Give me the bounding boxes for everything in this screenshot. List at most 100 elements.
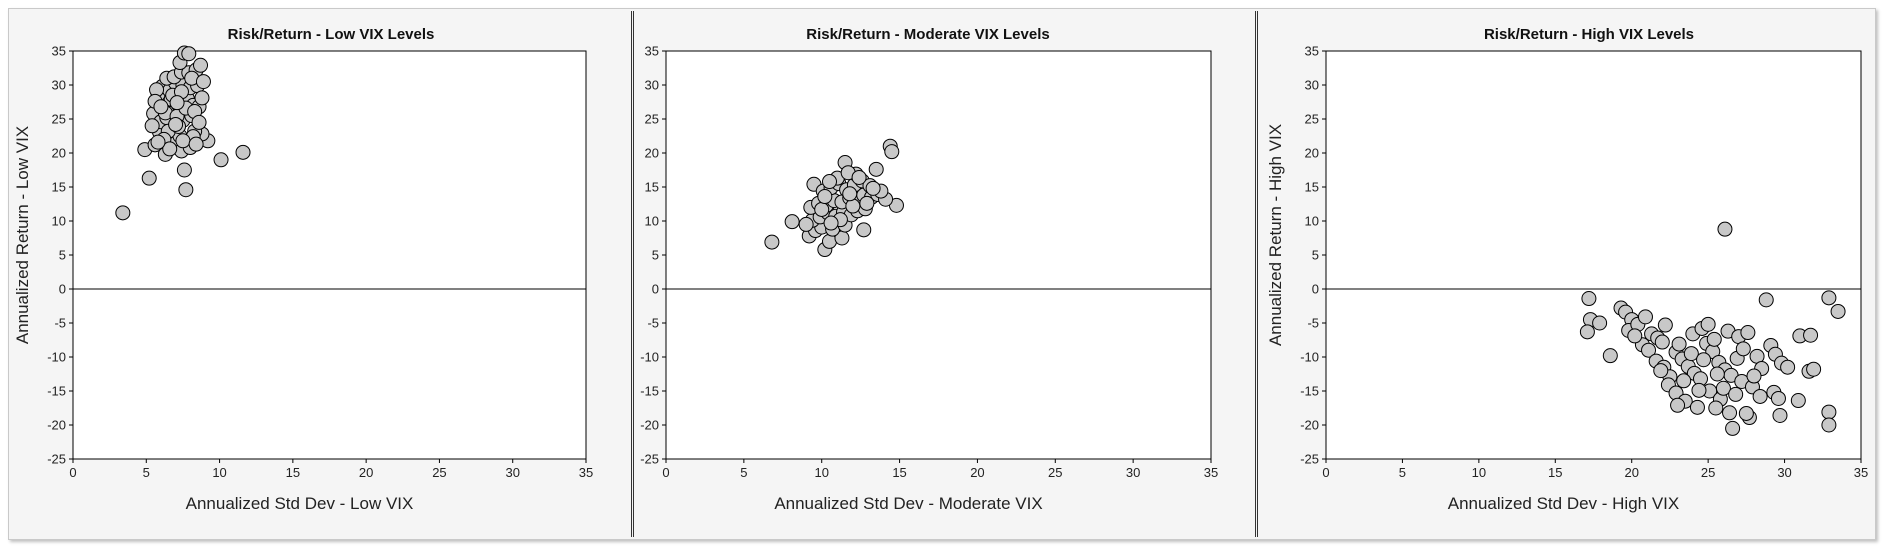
data-point	[822, 233, 837, 249]
chart-1-x-tick-label: 5	[740, 465, 747, 480]
chart-0-x-tick-label: 20	[359, 465, 373, 480]
chart-0-title: Risk/Return - Low VIX Levels	[228, 26, 435, 43]
chart-2-y-tick-label: 20	[1305, 146, 1319, 161]
data-point	[1706, 331, 1722, 347]
chart-1-y-tick-label: 35	[645, 44, 659, 59]
data-point	[1821, 404, 1837, 420]
chart-1-x-tick-label: 35	[1204, 465, 1218, 480]
chart-0-y-tick-label: -5	[54, 316, 66, 331]
chart-panel-low-vix: Risk/Return - Low VIX Levels -25 -20 -15 -10…	[9, 9, 631, 539]
chart-2-y-tick-label: -5	[1307, 316, 1319, 331]
chart-1-x-tick-label: 30	[1126, 465, 1140, 480]
data-point	[1758, 292, 1774, 308]
chart-0-y-tick-label: -15	[47, 384, 66, 399]
chart-0-y-tick-label: 20	[52, 146, 66, 161]
chart-2-y-tick-label: 25	[1305, 112, 1319, 127]
data-point	[1653, 363, 1669, 379]
data-point	[865, 180, 881, 196]
data-point	[1637, 309, 1653, 325]
data-point	[859, 195, 875, 211]
chart-0-y-tick-label: 10	[52, 214, 66, 229]
chart-2-y-tick-label: 15	[1305, 180, 1319, 195]
data-point	[1806, 361, 1822, 377]
data-point	[842, 186, 858, 202]
chart-panel-moderate-vix: Risk/Return - Moderate VIX Levels -25 -20 -…	[606, 9, 1255, 539]
chart-1-y-tick-label: 15	[645, 180, 659, 195]
chart-2-x-tick-label: 5	[1399, 465, 1406, 480]
chart-1-x-axis-label: Annualized Std Dev - Moderate VIX	[774, 494, 1042, 513]
data-point	[784, 214, 800, 230]
data-point	[181, 46, 197, 62]
data-point	[1627, 328, 1643, 344]
chart-0-x-tick-label: 0	[69, 465, 76, 480]
scatter-chart-high-vix: Risk/Return - High VIX Levels -25 -20 -15 -1…	[1266, 26, 1868, 513]
chart-0-x-axis-label: Annualized Std Dev - Low VIX	[186, 494, 414, 513]
chart-0-y-tick-label: 0	[59, 282, 66, 297]
chart-0-y-tick-label: 25	[52, 112, 66, 127]
chart-2-y-tick-label: -25	[1300, 452, 1319, 467]
data-point	[1717, 221, 1733, 237]
chart-2-y-tick-label: -20	[1300, 418, 1319, 433]
data-point	[1738, 405, 1754, 421]
data-point	[162, 141, 178, 157]
chart-2-y-tick-label: 0	[1312, 282, 1319, 297]
data-point	[1657, 317, 1673, 333]
chart-0-y-tick-label: 5	[59, 248, 66, 263]
chart-2-title: Risk/Return - High VIX Levels	[1484, 26, 1694, 43]
chart-1-x-tick-label: 0	[662, 465, 669, 480]
chart-1-x-tick-label: 20	[970, 465, 984, 480]
scatter-chart-low-vix: Risk/Return - Low VIX Levels -25 -20 -15 -10…	[13, 26, 593, 513]
chart-1-x-tick-label: 10	[814, 465, 828, 480]
data-point	[822, 174, 837, 190]
data-point	[851, 169, 867, 185]
data-point	[191, 114, 207, 130]
data-point	[1740, 325, 1756, 341]
data-point	[1592, 315, 1608, 331]
data-point	[1735, 341, 1751, 357]
chart-1-y-tick-label: -25	[640, 452, 659, 467]
data-point	[868, 161, 884, 177]
data-point	[1715, 380, 1731, 396]
data-point	[1746, 368, 1762, 384]
chart-1-x-tick-label: 25	[1048, 465, 1062, 480]
chart-1-points	[764, 138, 904, 258]
chart-2-x-tick-label: 15	[1548, 465, 1562, 480]
chart-0-y-tick-label: -25	[47, 452, 66, 467]
data-point	[153, 99, 169, 115]
data-point	[1670, 397, 1686, 413]
chart-2-y-tick-label: -15	[1300, 384, 1319, 399]
panel-divider	[631, 11, 634, 537]
data-point	[798, 216, 814, 232]
data-point	[1772, 407, 1788, 423]
chart-1-y-tick-label: 5	[652, 248, 659, 263]
chart-1-y-tick-label: 0	[652, 282, 659, 297]
data-point	[1683, 346, 1699, 362]
data-point	[213, 152, 229, 168]
data-point	[1821, 417, 1837, 433]
data-point	[1696, 352, 1712, 368]
chart-2-y-tick-label: 35	[1305, 44, 1319, 59]
chart-2-y-tick-label: 5	[1312, 248, 1319, 263]
chart-panel-high-vix: Risk/Return - High VIX Levels -25 -20 -15 -1…	[1259, 9, 1875, 539]
chart-2-y-tick-label: 30	[1305, 78, 1319, 93]
data-point	[814, 201, 830, 217]
chart-1-y-tick-label: -20	[640, 418, 659, 433]
chart-2-y-tick-label: 10	[1305, 214, 1319, 229]
chart-2-y-axis-label: Annualized Return - High VIX	[1266, 124, 1285, 346]
chart-0-y-tick-label: 35	[52, 44, 66, 59]
data-point	[115, 205, 131, 221]
data-point	[1722, 405, 1738, 421]
chart-0-points	[115, 45, 251, 221]
data-point	[1821, 290, 1837, 306]
chart-1-plot-area	[665, 50, 1212, 460]
chart-1-y-tick-label: -10	[640, 350, 659, 365]
chart-0-y-tick-label: 30	[52, 78, 66, 93]
data-point	[884, 144, 900, 160]
chart-0-x-tick-label: 35	[579, 465, 593, 480]
chart-0-y-tick-label: -10	[47, 350, 66, 365]
chart-2-x-tick-label: 25	[1701, 465, 1715, 480]
chart-2-x-tick-label: 0	[1322, 465, 1329, 480]
data-point	[1691, 382, 1707, 398]
data-point	[1671, 336, 1687, 352]
chart-1-y-tick-label: -15	[640, 384, 659, 399]
